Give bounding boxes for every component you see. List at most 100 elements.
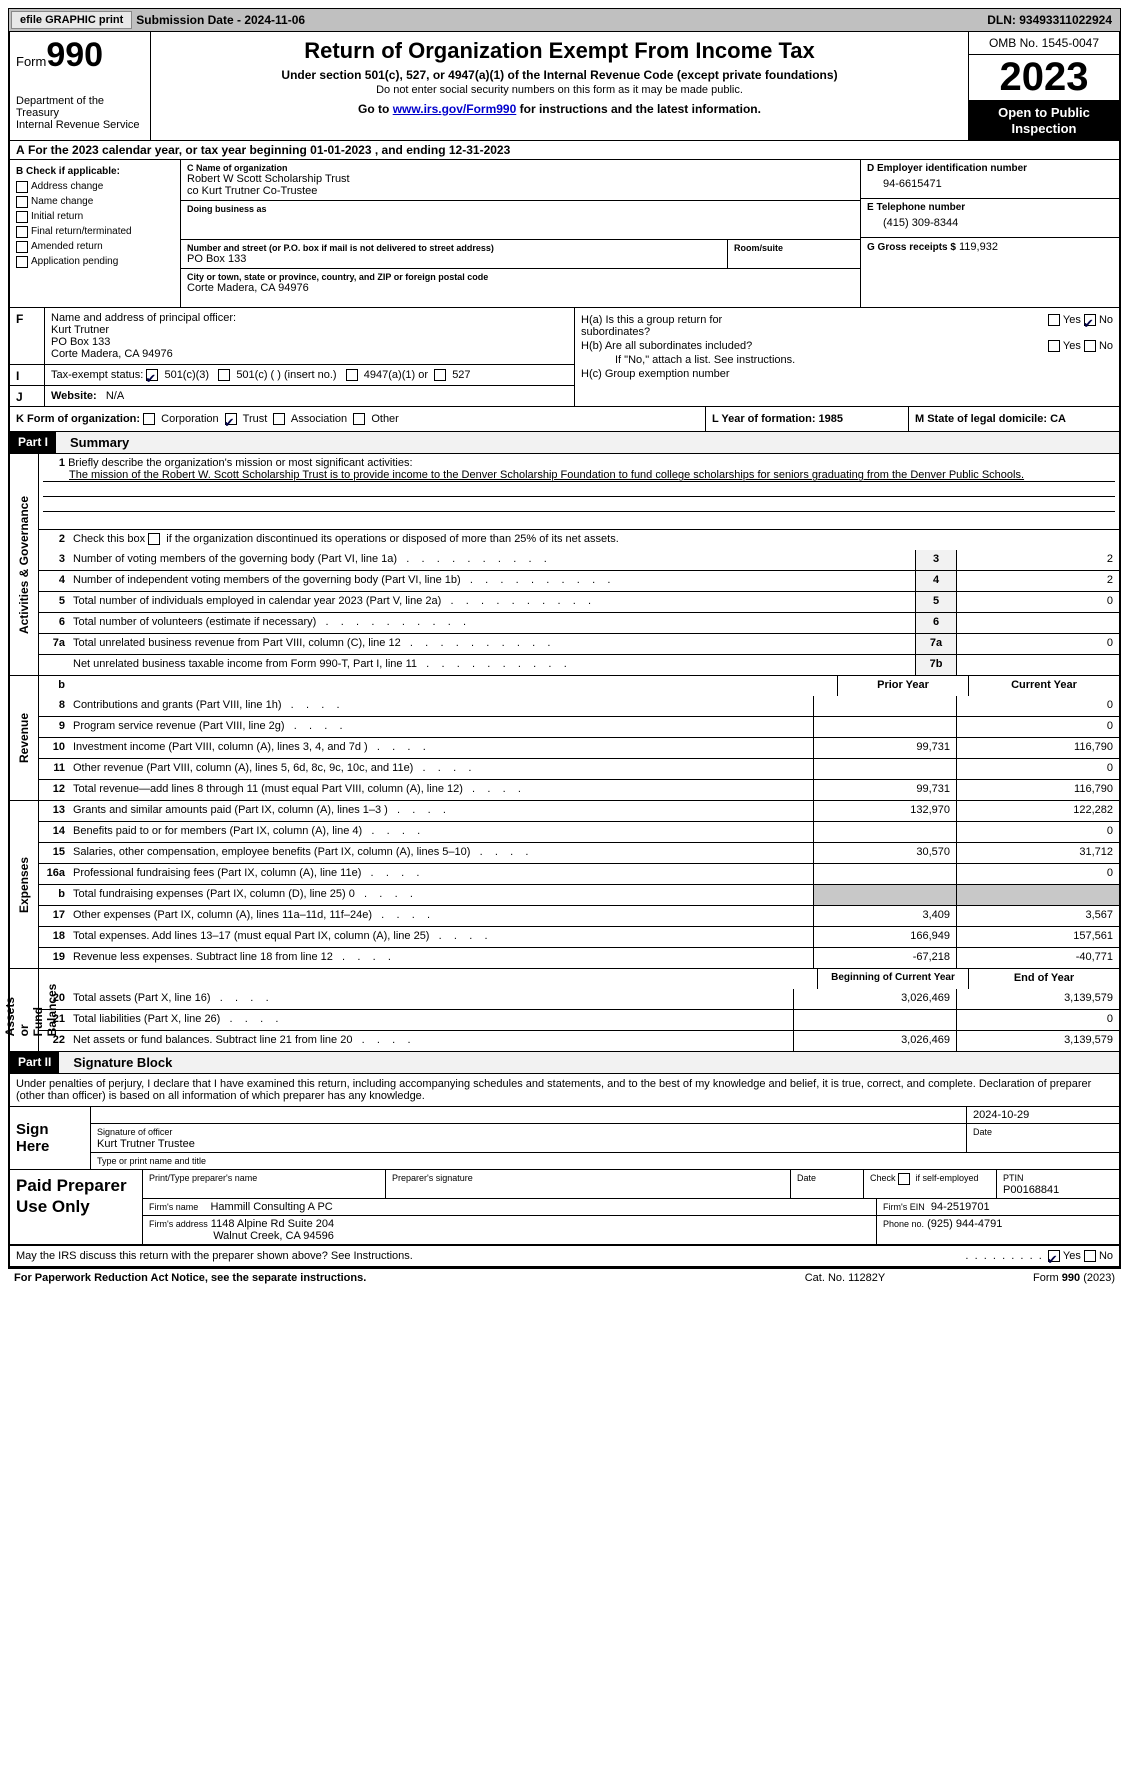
- rev-line-10: 10Investment income (Part VIII, column (…: [39, 737, 1119, 758]
- exp-line-16a: 16aProfessional fundraising fees (Part I…: [39, 863, 1119, 884]
- firm-addr2: Walnut Creek, CA 94596: [213, 1230, 334, 1242]
- opt-501c: 501(c) ( ) (insert no.): [236, 369, 336, 381]
- org-name-label: C Name of organization: [187, 163, 854, 173]
- chk-4947[interactable]: [346, 369, 358, 381]
- f-content: Name and address of principal officer: K…: [45, 308, 574, 364]
- tax-year-end: 12-31-2023: [449, 143, 510, 157]
- row-j: J Website: N/A: [10, 386, 574, 406]
- ein-val: 94-6615471: [867, 178, 1113, 190]
- chk-other[interactable]: [353, 413, 365, 425]
- firm-name: Hammill Consulting A PC: [210, 1201, 332, 1213]
- form-title-block: Return of Organization Exempt From Incom…: [151, 32, 969, 141]
- chk-address-change[interactable]: Address change: [16, 179, 176, 194]
- chk-527[interactable]: [434, 369, 446, 381]
- line1-text: Briefly describe the organization's miss…: [68, 457, 412, 469]
- chk-discontinued[interactable]: [148, 533, 160, 545]
- form-title: Return of Organization Exempt From Incom…: [157, 38, 962, 64]
- ha-yes[interactable]: [1048, 314, 1060, 326]
- side-revenue: Revenue: [10, 676, 39, 800]
- k-label: K Form of organization:: [16, 413, 140, 425]
- dba-box: Doing business as: [181, 201, 860, 240]
- gov-line-4: 4Number of independent voting members of…: [39, 570, 1119, 591]
- gr-val: 119,932: [959, 241, 998, 253]
- part-ii-label: Part II: [10, 1052, 59, 1073]
- fijh-row: F Name and address of principal officer:…: [10, 307, 1119, 407]
- f-label: F: [10, 308, 45, 364]
- bcd-row: B Check if applicable: Address change Na…: [10, 160, 1119, 307]
- footer-right: Form 990 (2023): [935, 1272, 1115, 1284]
- side-netassets: Net Assets or Fund Balances: [10, 969, 39, 1051]
- type-name-label: Type or print name and title: [97, 1156, 206, 1166]
- irs-link[interactable]: www.irs.gov/Form990: [393, 102, 517, 116]
- l-text: L Year of formation: 1985: [712, 413, 843, 425]
- chk-501c3[interactable]: ✔: [146, 369, 158, 381]
- chk-corp[interactable]: [143, 413, 155, 425]
- line2-desc: Check this box if the organization disco…: [69, 530, 1119, 550]
- submission-date: Submission Date - 2024-11-06: [136, 13, 305, 27]
- discuss-no[interactable]: [1084, 1250, 1096, 1262]
- header-right-block: OMB No. 1545-0047 2023 Open to Public In…: [969, 32, 1119, 141]
- firm-addr1: 1148 Alpine Rd Suite 204: [211, 1218, 334, 1230]
- dba-label: Doing business as: [187, 204, 854, 214]
- officer-name: Kurt Trutner: [51, 324, 109, 336]
- chk-name-change[interactable]: Name change: [16, 194, 176, 209]
- rev-line-9: 9Program service revenue (Part VIII, lin…: [39, 716, 1119, 737]
- summary-governance: Activities & Governance 1 Briefly descri…: [10, 454, 1119, 676]
- chk-amended-return[interactable]: Amended return: [16, 239, 176, 254]
- chk-application-pending[interactable]: Application pending: [16, 254, 176, 269]
- tel-box: E Telephone number (415) 309-8344: [861, 199, 1119, 238]
- top-bar: efile GRAPHIC print Submission Date - 20…: [8, 8, 1121, 32]
- hb-yes[interactable]: [1048, 340, 1060, 352]
- footer-mid: Cat. No. 11282Y: [755, 1272, 935, 1284]
- side-governance: Activities & Governance: [10, 454, 39, 675]
- form-label: Form: [16, 54, 46, 69]
- prep-name-label: Print/Type preparer's name: [149, 1173, 257, 1183]
- gov-line-6: 6Total number of volunteers (estimate if…: [39, 612, 1119, 633]
- hb-text: H(b) Are all subordinates included?: [581, 340, 752, 352]
- row-i: I Tax-exempt status: ✔ 501(c)(3) 501(c) …: [10, 365, 574, 386]
- link-pre: Go to: [358, 102, 393, 116]
- city-box: City or town, state or province, country…: [181, 269, 860, 307]
- chk-501c[interactable]: [218, 369, 230, 381]
- ptin-label: PTIN: [1003, 1173, 1024, 1183]
- hb2-text: If "No," attach a list. See instructions…: [581, 354, 1113, 366]
- sig-date-label: Date: [973, 1127, 992, 1137]
- chk-trust[interactable]: ✔: [225, 413, 237, 425]
- sign-date: 2024-10-29: [967, 1107, 1119, 1123]
- opt-other: Other: [371, 413, 399, 425]
- j-label: J: [10, 386, 45, 406]
- row-a-text-pre: For the 2023 calendar year, or tax year …: [28, 143, 310, 157]
- chk-final-return[interactable]: Final return/terminated: [16, 224, 176, 239]
- org-name-2: co Kurt Trutner Co-Trustee: [187, 185, 854, 197]
- form-subtitle-2: Do not enter social security numbers on …: [157, 84, 962, 96]
- chk-assoc[interactable]: [273, 413, 285, 425]
- i-text: Tax-exempt status:: [51, 369, 143, 381]
- col-header-row: b Prior Year Current Year: [39, 676, 1119, 696]
- exp-line-13: 13Grants and similar amounts paid (Part …: [39, 801, 1119, 821]
- col-c: C Name of organization Robert W Scott Sc…: [181, 160, 861, 307]
- hb-no[interactable]: [1084, 340, 1096, 352]
- ha-no[interactable]: ✔: [1084, 314, 1096, 326]
- org-name-box: C Name of organization Robert W Scott Sc…: [181, 160, 860, 201]
- firm-phone: (925) 944-4791: [927, 1218, 1002, 1230]
- efile-print-button[interactable]: efile GRAPHIC print: [11, 11, 132, 29]
- opt-assoc: Association: [291, 413, 347, 425]
- firm-ein-label: Firm's EIN: [883, 1202, 925, 1212]
- m-block: M State of legal domicile: CA: [908, 407, 1119, 431]
- row-a-mid: , and ending: [375, 143, 449, 157]
- summary-expenses: Expenses 13Grants and similar amounts pa…: [10, 801, 1119, 969]
- chk-initial-return[interactable]: Initial return: [16, 209, 176, 224]
- exp-line-b: bTotal fundraising expenses (Part IX, co…: [39, 884, 1119, 905]
- h-block: H(a) Is this a group return for subordin…: [574, 308, 1119, 406]
- ha-text: H(a) Is this a group return for subordin…: [581, 314, 761, 338]
- discuss-yes[interactable]: ✔: [1048, 1250, 1060, 1262]
- city-val: Corte Madera, CA 94976: [187, 282, 854, 294]
- rev-line-11: 11Other revenue (Part VIII, column (A), …: [39, 758, 1119, 779]
- firm-addr-label: Firm's address: [149, 1219, 208, 1229]
- form-link-line: Go to www.irs.gov/Form990 for instructio…: [157, 102, 962, 116]
- ptin-val: P00168841: [1003, 1184, 1059, 1196]
- firm-name-label: Firm's name: [149, 1202, 198, 1212]
- chk-self-employed[interactable]: [898, 1173, 910, 1185]
- exp-line-19: 19Revenue less expenses. Subtract line 1…: [39, 947, 1119, 968]
- org-name-1: Robert W Scott Scholarship Trust: [187, 173, 854, 185]
